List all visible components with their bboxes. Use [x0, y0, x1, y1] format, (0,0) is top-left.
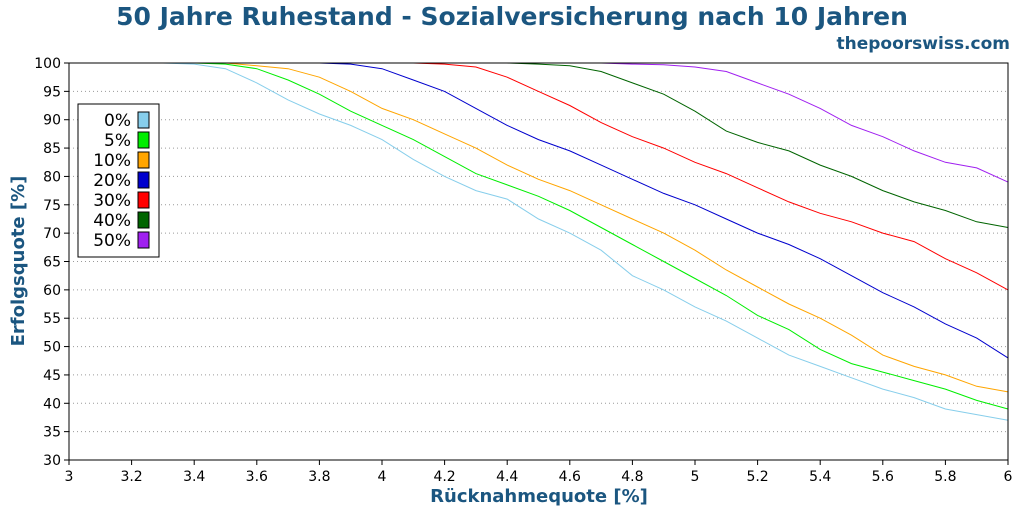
legend-swatch — [137, 211, 150, 229]
x-tick-label: 5.2 — [746, 469, 768, 485]
y-axis-ticks: 30 35 40 45 50 55 60 65 70 75 80 85 90 95 100 — [34, 56, 69, 469]
y-tick-label: 75 — [43, 198, 61, 214]
legend-label: 0% — [104, 111, 131, 131]
legend-swatch — [137, 151, 150, 169]
plot-frame — [68, 62, 1009, 461]
legend-swatch — [137, 191, 150, 209]
y-tick-label: 40 — [43, 396, 61, 412]
x-tick-label: 5 — [691, 469, 700, 485]
x-axis-ticks: 3 3.2 3.4 3.6 3.8 4 4.2 4.4 4.6 4.8 5 5.2 5.4 5.6 5.8 6 — [65, 460, 1013, 485]
x-tick-label: 3.6 — [246, 469, 268, 485]
legend-label: 20% — [93, 171, 131, 191]
y-tick-label: 50 — [43, 340, 61, 356]
x-tick-label: 3.8 — [308, 469, 330, 485]
y-tick-label: 90 — [43, 113, 61, 129]
legend: 0%5%10%20%30%40%50% — [77, 103, 160, 258]
source-label: thepoorswiss.com — [836, 34, 1011, 54]
y-tick-label: 35 — [43, 425, 61, 441]
series-line-20pct — [69, 62, 1009, 359]
legend-swatch — [137, 111, 150, 129]
x-tick-label: 3.2 — [120, 469, 142, 485]
x-tick-label: 5.6 — [872, 469, 894, 485]
legend-label: 10% — [93, 151, 131, 171]
y-tick-label: 55 — [43, 311, 61, 327]
series-line-5pct — [69, 62, 1009, 410]
y-tick-label: 80 — [43, 169, 61, 185]
y-tick-label: 45 — [43, 368, 61, 384]
legend-label: 40% — [93, 211, 131, 231]
y-tick-label: 65 — [43, 255, 61, 271]
y-tick-label: 60 — [43, 283, 61, 299]
x-tick-label: 4.8 — [621, 469, 643, 485]
legend-swatch — [137, 231, 150, 249]
x-tick-label: 3.4 — [183, 469, 205, 485]
x-tick-label: 4.2 — [433, 469, 455, 485]
x-tick-label: 3 — [65, 469, 74, 485]
y-tick-label: 85 — [43, 141, 61, 157]
y-tick-label: 95 — [43, 84, 61, 100]
y-tick-label: 100 — [34, 56, 61, 72]
x-tick-label: 4.4 — [496, 469, 518, 485]
x-tick-label: 5.8 — [934, 469, 956, 485]
x-tick-label: 4.6 — [559, 469, 581, 485]
legend-label: 5% — [104, 131, 131, 151]
x-axis-label: Rücknahmequote [%] — [430, 486, 648, 507]
legend-label: 30% — [93, 191, 131, 211]
legend-label: 50% — [93, 231, 131, 251]
legend-swatch — [137, 171, 150, 189]
chart-title: 50 Jahre Ruhestand - Sozialversicherung … — [116, 2, 908, 31]
grid-lines — [69, 90, 1008, 433]
y-tick-label: 30 — [43, 453, 61, 469]
x-tick-label: 4 — [378, 469, 387, 485]
x-tick-label: 5.4 — [809, 469, 831, 485]
x-tick-label: 6 — [1004, 469, 1013, 485]
series-lines — [69, 62, 1009, 421]
y-axis-label: Erfolgsquote [%] — [8, 176, 29, 347]
series-line-0pct — [69, 62, 1009, 421]
y-tick-label: 70 — [43, 226, 61, 242]
series-line-50pct — [69, 62, 1009, 183]
series-line-40pct — [69, 62, 1009, 228]
legend-swatch — [137, 131, 150, 149]
